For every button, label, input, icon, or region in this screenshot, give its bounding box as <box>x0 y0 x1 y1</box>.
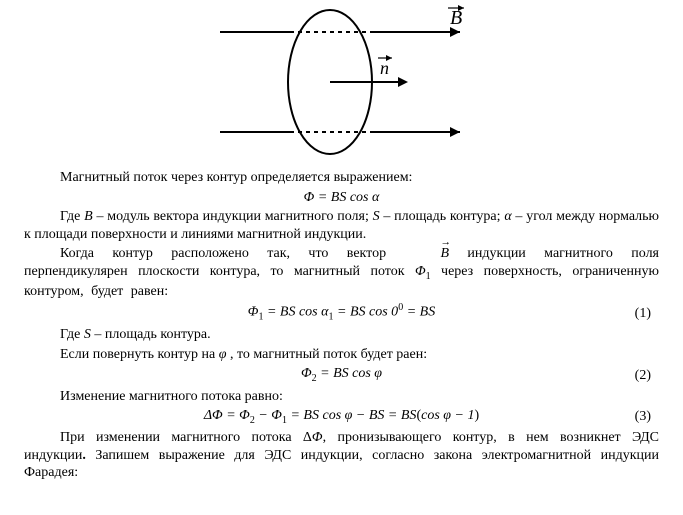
para-6: Изменение магнитного потока равно: <box>24 388 659 406</box>
equation-1: Φ1 = BS cos α1 = BS cos 00 = BS (1) <box>24 302 659 324</box>
svg-text:n: n <box>380 58 389 78</box>
eq-number-1: (1) <box>635 305 651 323</box>
equation-3: ΔΦ = Φ2 − Φ1 = BS cos φ − BS = BS(cos φ … <box>24 407 659 427</box>
equation-2: Φ2 = BS cos φ (2) <box>24 365 659 385</box>
para-4: Где S – площадь контура. <box>24 326 659 344</box>
magnetic-flux-figure: B n <box>24 4 659 159</box>
para-7: При изменении магнитного потока ΔΦ, прон… <box>24 429 659 482</box>
eq-number-2: (2) <box>635 367 651 385</box>
para-1: Магнитный поток через контур определяетс… <box>24 169 659 187</box>
para-2: Где B – модуль вектора индукции магнитно… <box>24 208 659 243</box>
svg-text:B: B <box>450 7 462 29</box>
figure-svg: B n <box>202 4 482 159</box>
equation-0: Φ = BS cos α <box>24 189 659 207</box>
para-3: Когда контур расположено так, что вектор… <box>24 245 659 300</box>
para-5: Если повернуть контур на φ , то магнитны… <box>24 346 659 364</box>
eq-number-3: (3) <box>635 408 651 426</box>
